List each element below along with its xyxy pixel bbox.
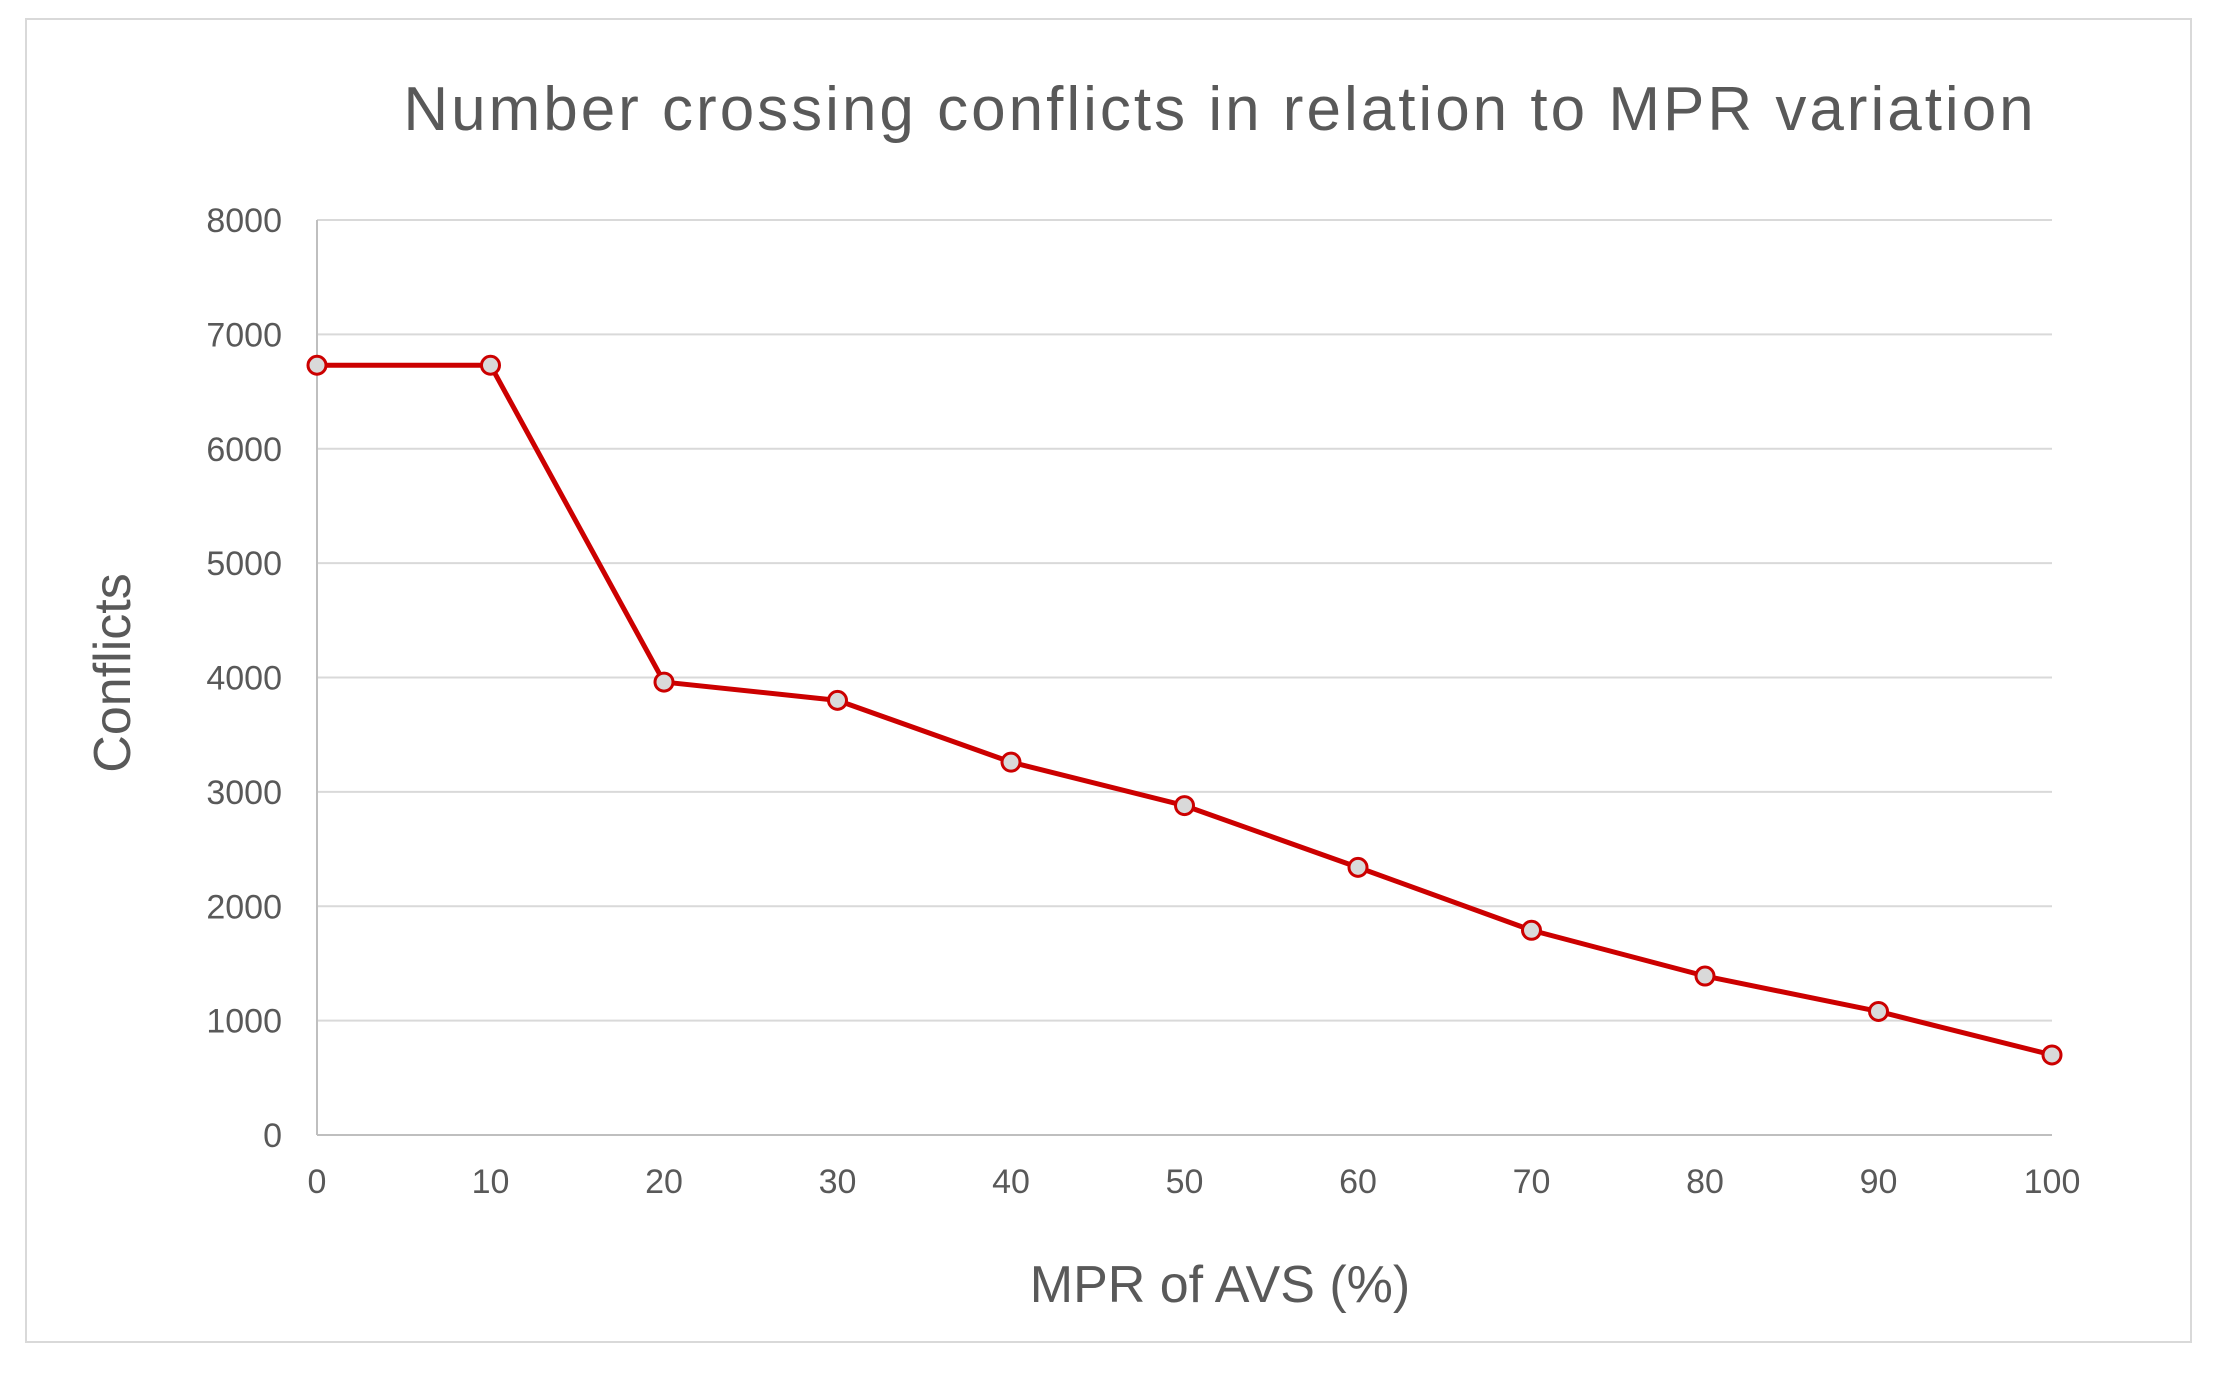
x-tick-label: 100 bbox=[2024, 1163, 2081, 1201]
data-point bbox=[1521, 919, 1542, 941]
x-axis-title: MPR of AVS (%) bbox=[1030, 1256, 1410, 1314]
data-point bbox=[1868, 1000, 1889, 1022]
y-tick-label: 4000 bbox=[206, 660, 282, 698]
data-point bbox=[827, 689, 848, 711]
x-axis-tick-labels: 0 10 20 30 40 50 60 70 80 90 100 bbox=[308, 1163, 2081, 1201]
x-tick-label: 50 bbox=[1166, 1163, 1204, 1201]
x-tick-label: 30 bbox=[819, 1163, 857, 1201]
y-tick-label: 3000 bbox=[206, 774, 282, 812]
data-point bbox=[480, 354, 501, 376]
y-tick-label: 8000 bbox=[206, 202, 282, 240]
y-tick-label: 7000 bbox=[206, 316, 282, 354]
data-point bbox=[1174, 795, 1195, 817]
x-tick-label: 80 bbox=[1686, 1163, 1724, 1201]
y-axis-tick-labels: 0 1000 2000 3000 4000 5000 6000 7000 8000 bbox=[206, 202, 282, 1155]
x-tick-label: 20 bbox=[645, 1163, 683, 1201]
series-line-0 bbox=[314, 362, 2055, 1058]
y-tick-label: 0 bbox=[263, 1117, 282, 1155]
chart-frame bbox=[25, 18, 2192, 1343]
data-point bbox=[653, 671, 675, 693]
data-point bbox=[1000, 751, 1022, 773]
x-tick-label: 40 bbox=[992, 1163, 1030, 1201]
x-tick-label: 60 bbox=[1339, 1163, 1377, 1201]
x-tick-label: 0 bbox=[308, 1163, 327, 1201]
data-point bbox=[1347, 856, 1369, 878]
chart-title: Number crossing conflicts in relation to… bbox=[403, 75, 2036, 144]
y-tick-label: 2000 bbox=[206, 888, 282, 926]
x-tick-label: 10 bbox=[472, 1163, 510, 1201]
y-tick-label: 1000 bbox=[206, 1003, 282, 1041]
data-point bbox=[1694, 965, 1716, 987]
y-tick-label: 6000 bbox=[206, 431, 282, 469]
gridlines bbox=[317, 219, 2052, 1022]
data-series bbox=[306, 354, 2063, 1066]
y-axis-title: Conflicts bbox=[84, 573, 142, 772]
data-point bbox=[2041, 1044, 2063, 1066]
data-point bbox=[306, 354, 328, 376]
x-tick-label: 90 bbox=[1860, 1163, 1898, 1201]
x-tick-label: 70 bbox=[1513, 1163, 1551, 1201]
y-tick-label: 5000 bbox=[206, 545, 282, 583]
